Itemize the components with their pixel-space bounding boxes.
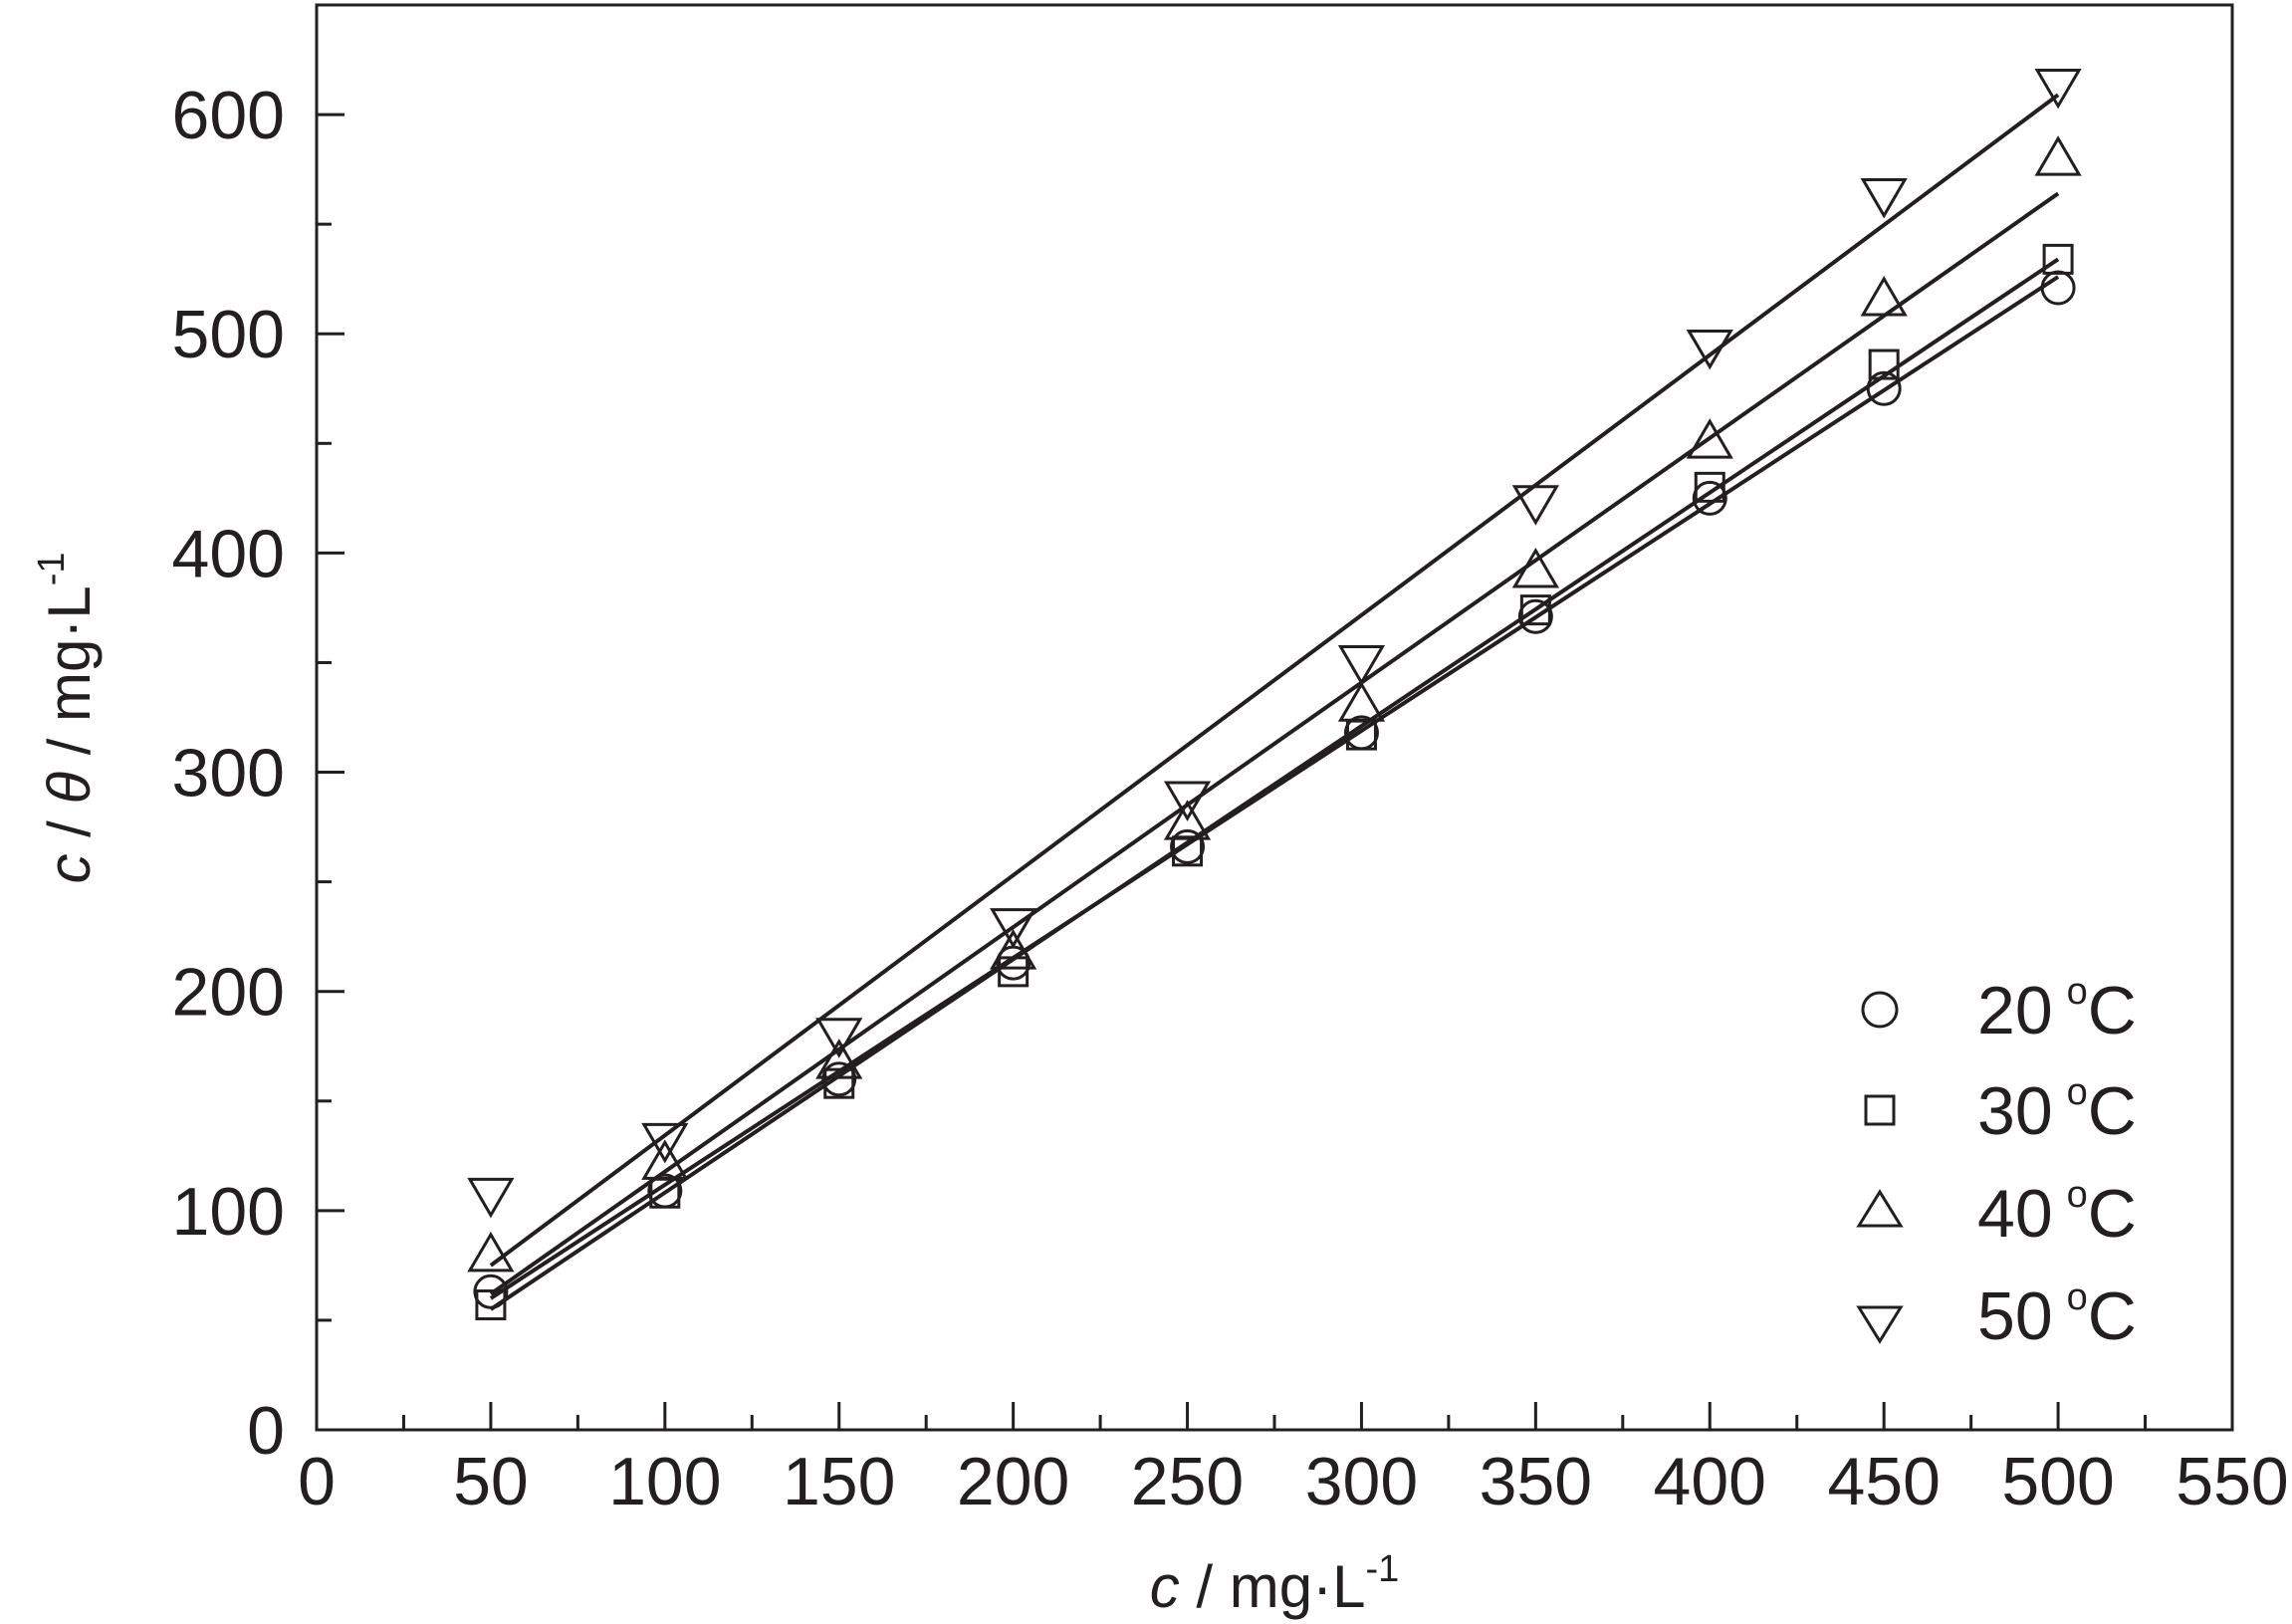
data-point-triangle-down	[641, 1122, 689, 1164]
data-point-circle	[1517, 598, 1553, 634]
y-tick-label: 400	[172, 516, 285, 591]
legend-label-50c: 50 oC	[1977, 1276, 2137, 1354]
x-tick-label: 350	[1480, 1444, 1592, 1519]
data-point-circle	[2040, 270, 2076, 306]
fit-lines	[489, 93, 2060, 1311]
data-point-circle	[1692, 480, 1727, 516]
legend: 20 oC 30 oC 40 oC 50 oC	[1856, 971, 2137, 1354]
x-tick-label: 50	[453, 1444, 529, 1519]
x-tick-label: 200	[957, 1444, 1069, 1519]
legend-label-20c: 20 oC	[1977, 971, 2137, 1048]
fit-line	[489, 93, 2060, 1268]
x-tick-label: 0	[298, 1444, 336, 1519]
y-tick-labels: 0 100 200 300 400 500 600	[172, 78, 285, 1469]
data-point-triangle-down	[1860, 178, 1908, 219]
legend-item-30c: 30 oC	[1864, 1071, 2137, 1149]
x-tick-labels: 0 50 100 150 200 250 300 350 400 450 500 550	[298, 1444, 2289, 1519]
fit-line	[489, 257, 2060, 1311]
data-point-triangle-down	[1163, 781, 1212, 821]
data-point-triangle-down	[2034, 68, 2082, 110]
data-point-triangle-down	[1337, 644, 1386, 686]
data-point-square	[1519, 594, 1551, 626]
fit-line	[489, 275, 2060, 1300]
fit-line	[489, 191, 2060, 1296]
data-point-triangle-up	[1511, 548, 1559, 588]
axis-ticks	[315, 3, 2234, 1432]
data-point-triangle-up	[1337, 681, 1386, 722]
legend-item-20c: 20 oC	[1861, 971, 2137, 1048]
data-point-triangle-up	[1860, 276, 1908, 317]
legend-item-50c: 50 oC	[1856, 1276, 2137, 1354]
data-point-circle	[1170, 828, 1206, 864]
legend-label-30c: 30 oC	[1977, 1071, 2137, 1149]
data-point-triangle-up	[815, 1039, 863, 1079]
data-point-triangle-up	[1686, 418, 1733, 459]
data-point-circle	[1866, 370, 1902, 406]
y-axis-title: c / θ / mg·L-1	[31, 552, 103, 883]
data-point-circle	[821, 1061, 857, 1097]
y-tick-label: 600	[172, 78, 285, 153]
data-point-square	[823, 1067, 855, 1099]
data-point-square	[1868, 348, 1900, 380]
x-tick-label: 400	[1654, 1444, 1766, 1519]
data-point-triangle-up	[467, 1231, 515, 1273]
data-point-triangle-down	[467, 1177, 515, 1219]
x-tick-label: 250	[1131, 1444, 1244, 1519]
data-point-square	[1694, 471, 1725, 503]
data-point-triangle-down	[1511, 485, 1559, 526]
legend-label-40c: 40 oC	[1977, 1174, 2137, 1252]
data-point-triangle-down	[1686, 329, 1733, 370]
data-point-triangle-up	[990, 929, 1037, 970]
x-tick-label: 550	[2176, 1444, 2288, 1519]
legend-item-40c: 40 oC	[1856, 1174, 2137, 1252]
data-point-triangle-down	[815, 1018, 863, 1058]
y-tick-label: 300	[172, 736, 285, 812]
data-point-triangle-up	[641, 1139, 689, 1180]
x-tick-label: 300	[1305, 1444, 1418, 1519]
data-point-circle	[473, 1274, 509, 1309]
data-point-square	[998, 956, 1030, 988]
legend-square-marker	[1864, 1094, 1896, 1126]
x-tick-label: 500	[2001, 1444, 2114, 1519]
data-point-triangle-up	[1163, 800, 1212, 840]
data-point-triangle-down	[990, 908, 1037, 949]
x-tick-label: 100	[608, 1444, 721, 1519]
legend-triangle-down-marker	[1856, 1305, 1904, 1344]
data-point-square	[475, 1289, 507, 1321]
y-tick-label: 0	[247, 1393, 285, 1469]
y-tick-label: 200	[172, 955, 285, 1031]
legend-circle-marker	[1861, 991, 1899, 1029]
y-tick-label: 100	[172, 1174, 285, 1250]
data-point-triangle-up	[2034, 135, 2082, 176]
y-tick-label: 500	[172, 297, 285, 372]
legend-triangle-up-marker	[1856, 1189, 1904, 1228]
data-point-square	[2042, 243, 2074, 275]
data-markers	[467, 68, 2082, 1321]
x-tick-label: 450	[1827, 1444, 1940, 1519]
x-axis-title: c / mg·L-1	[1150, 1548, 1400, 1620]
x-tick-label: 150	[783, 1444, 895, 1519]
